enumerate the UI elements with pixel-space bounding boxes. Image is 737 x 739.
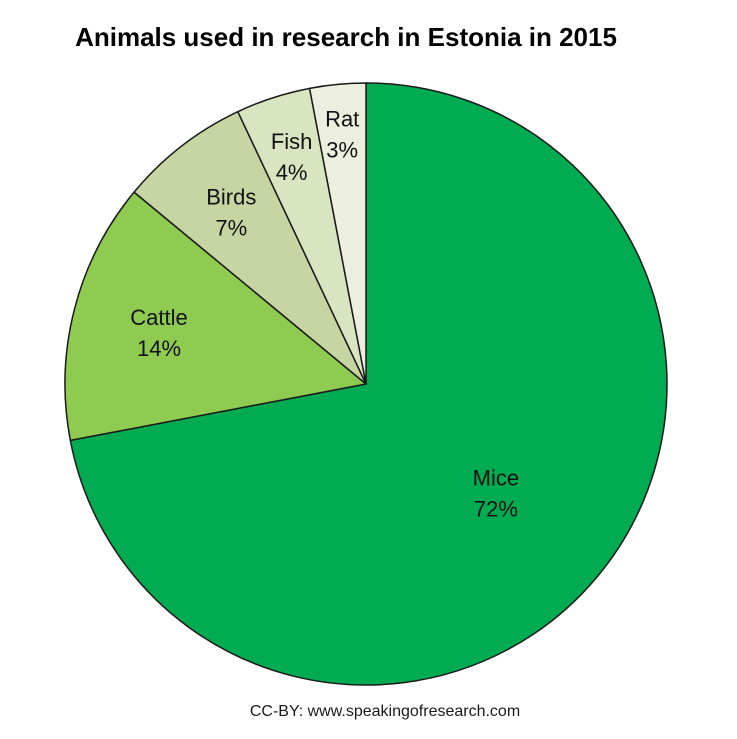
pie-slice-birds [133,110,367,385]
slice-label-fish: Fish 4% [271,129,313,185]
chart-title: Animals used in research in Estonia in 2… [75,22,617,52]
pie-slice-rat [308,82,367,385]
pie-slice-mice [69,82,668,686]
pie-slice-cattle [64,191,367,442]
slice-label-cattle: Cattle 14% [130,305,187,361]
slice-label-mice: Mice 72% [473,465,519,521]
slice-label-birds: Birds 7% [206,184,256,240]
slice-label-rat: Rat 3% [325,106,359,162]
license-credit-text: CC-BY: www.speakingofresearch.com [249,703,521,720]
